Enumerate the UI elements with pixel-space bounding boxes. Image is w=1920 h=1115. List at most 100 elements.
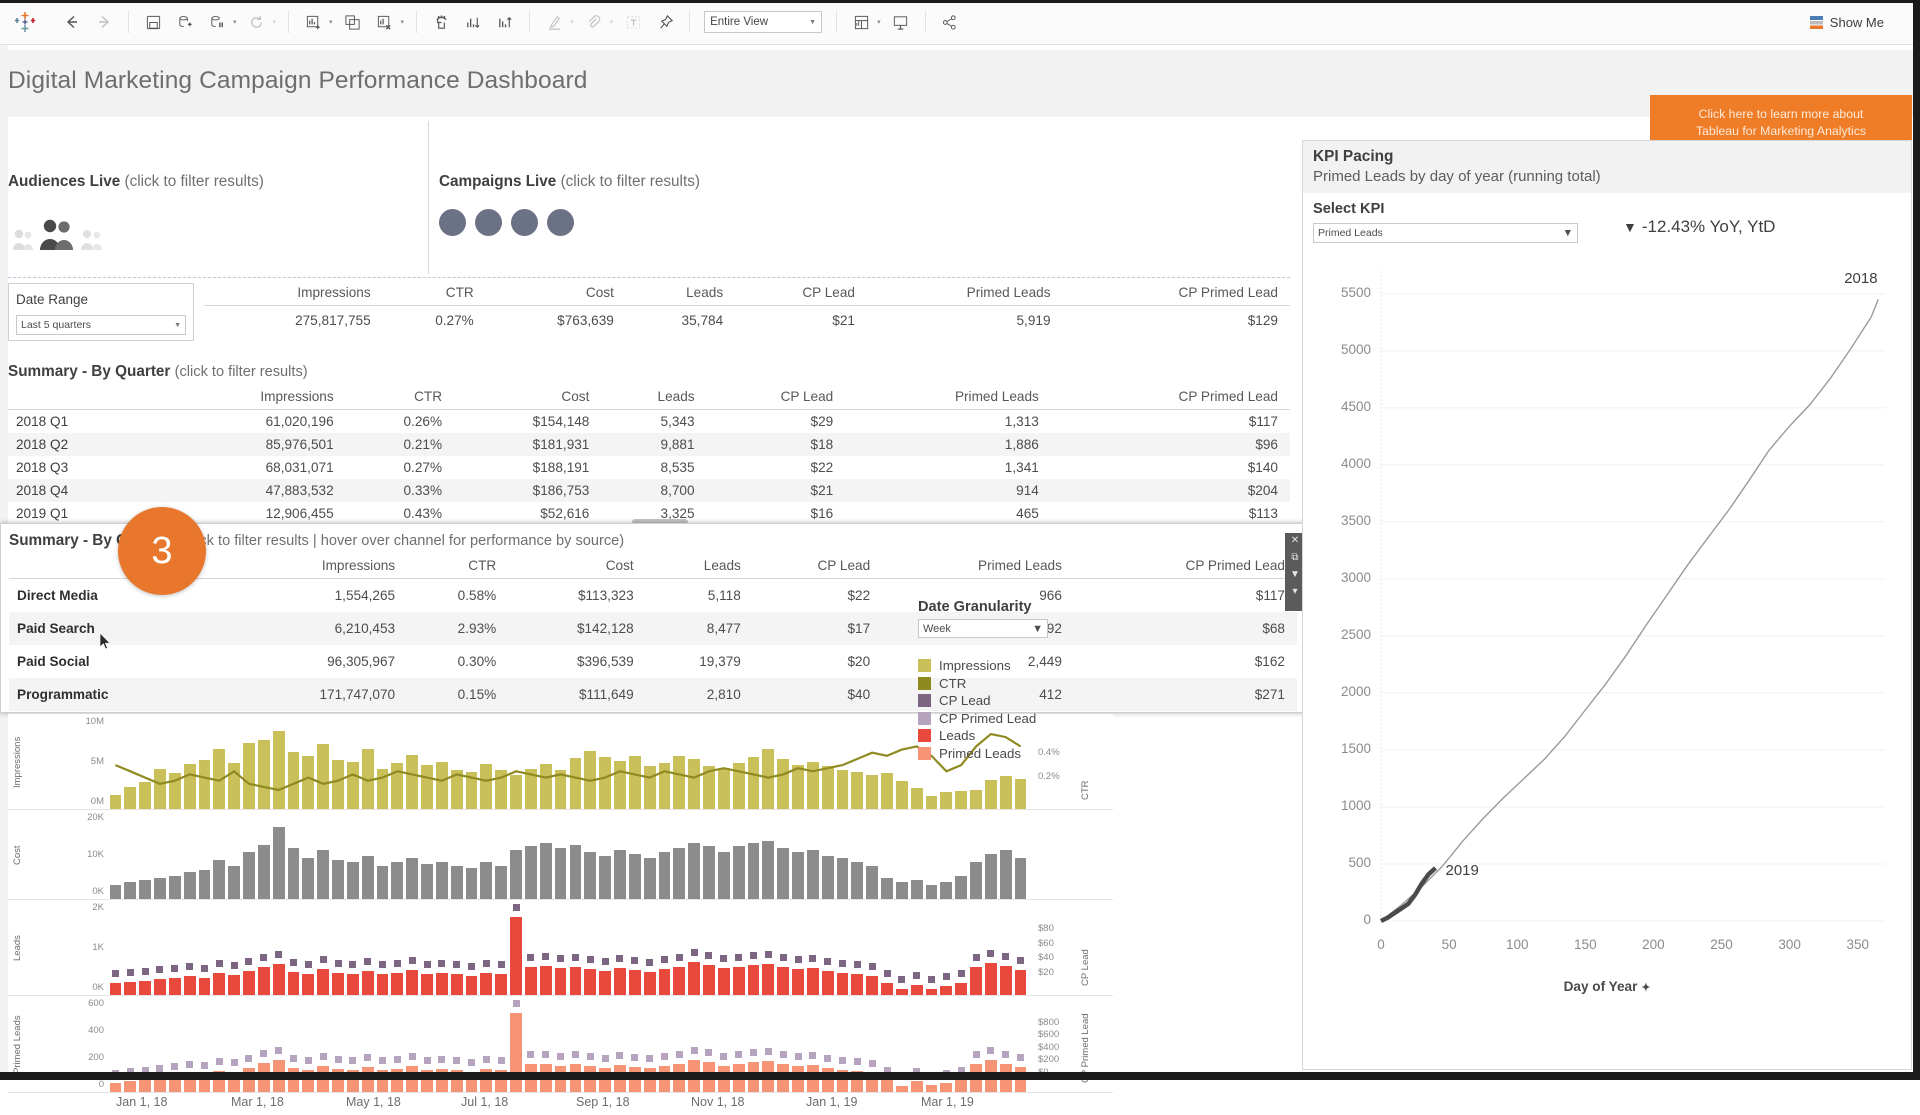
select-kpi-dropdown[interactable]: Primed Leads ▼	[1313, 223, 1578, 243]
table-row[interactable]: Direct Media 1,554,265 0.58% $113,323 5,118 $…	[9, 579, 1297, 613]
bar[interactable]	[228, 762, 241, 809]
overlay-marker[interactable]	[186, 1060, 194, 1068]
bar[interactable]	[747, 965, 760, 995]
overlay-marker[interactable]	[497, 1057, 505, 1065]
row-label[interactable]: Programmatic	[9, 678, 232, 711]
overlay-marker[interactable]	[304, 1057, 312, 1065]
bar[interactable]	[762, 749, 775, 809]
bar[interactable]	[435, 761, 448, 809]
bar[interactable]	[213, 860, 226, 899]
bar[interactable]	[999, 850, 1012, 899]
bar[interactable]	[421, 765, 433, 809]
new-worksheet-button[interactable]	[300, 9, 326, 35]
overlay-marker[interactable]	[334, 1055, 342, 1063]
overlay-marker[interactable]	[779, 953, 787, 961]
bar[interactable]	[806, 967, 819, 995]
overlay-marker[interactable]	[289, 1055, 297, 1063]
bar[interactable]	[139, 980, 151, 995]
overlay-marker[interactable]	[379, 961, 387, 969]
series-line-2019[interactable]	[1379, 866, 1438, 924]
legend-item[interactable]: CP Lead	[918, 692, 1108, 710]
bar[interactable]	[584, 852, 597, 899]
overlay-marker[interactable]	[512, 904, 520, 911]
bar[interactable]	[792, 969, 804, 995]
campaigns-live-panel[interactable]: Campaigns Live (click to filter results)	[428, 121, 1278, 274]
row-label[interactable]: 2018 Q1	[16, 414, 69, 429]
bar[interactable]	[376, 768, 389, 809]
overlay-marker[interactable]	[1002, 1050, 1010, 1058]
overlay-marker[interactable]	[749, 1049, 757, 1057]
overlay-marker[interactable]	[720, 955, 728, 963]
sort-descending-button[interactable]	[492, 9, 518, 35]
clear-sheet-button[interactable]	[372, 9, 398, 35]
overlay-marker[interactable]	[245, 1054, 253, 1062]
bar[interactable]	[109, 1082, 122, 1092]
overlay-marker[interactable]	[275, 1047, 283, 1055]
bar[interactable]	[243, 970, 255, 995]
overlay-marker[interactable]	[111, 969, 119, 977]
bar[interactable]	[940, 792, 953, 809]
overlay-marker[interactable]	[913, 971, 921, 979]
overlay-marker[interactable]	[393, 959, 401, 967]
row-label[interactable]: 2018 Q4	[8, 479, 163, 502]
overlay-marker[interactable]	[423, 961, 431, 969]
bar[interactable]	[940, 1082, 953, 1092]
overlay-marker[interactable]	[972, 953, 980, 961]
bar[interactable]	[168, 773, 181, 809]
bar[interactable]	[866, 774, 879, 809]
bar[interactable]	[673, 848, 686, 899]
row-label[interactable]: Paid Social	[17, 654, 90, 669]
overlay-marker[interactable]	[453, 961, 461, 969]
overlay-marker[interactable]	[171, 965, 179, 973]
bar[interactable]	[361, 856, 374, 899]
bar[interactable]	[539, 842, 552, 899]
bar[interactable]	[257, 739, 270, 809]
overlay-marker[interactable]	[675, 953, 683, 961]
overlay-marker[interactable]	[557, 1052, 565, 1060]
bar[interactable]	[406, 970, 419, 995]
text-label-icon[interactable]	[620, 9, 646, 35]
bar[interactable]	[124, 981, 137, 995]
duplicate-sheet-button[interactable]	[340, 9, 366, 35]
bar[interactable]	[673, 756, 686, 809]
bar[interactable]	[940, 881, 953, 899]
bar[interactable]	[124, 787, 137, 809]
bar[interactable]	[1014, 970, 1027, 995]
undo-clear-button[interactable]	[428, 9, 454, 35]
filter-icon[interactable]: ▼	[1290, 569, 1300, 580]
audiences-live-panel[interactable]: Audiences Live (click to filter results)	[8, 121, 428, 274]
overlay-marker[interactable]	[853, 1057, 861, 1065]
chevron-down-icon[interactable]: ▾	[877, 19, 881, 26]
campaign-dot[interactable]	[439, 209, 466, 236]
overlay-marker[interactable]	[289, 958, 297, 966]
bar[interactable]	[569, 844, 582, 899]
table-row[interactable]: 2018 Q1 61,020,196 0.26% $154,148 5,343 $29 1,…	[8, 410, 1290, 434]
bar[interactable]	[510, 774, 522, 809]
bar[interactable]	[539, 764, 552, 809]
bar[interactable]	[895, 780, 908, 809]
row-label[interactable]: Paid Search	[9, 612, 232, 645]
overlay-marker[interactable]	[349, 961, 357, 969]
bar[interactable]	[673, 966, 686, 995]
sort-ascending-button[interactable]	[460, 9, 486, 35]
overlay-marker[interactable]	[423, 1057, 431, 1065]
bar[interactable]	[480, 862, 493, 899]
series-line-2018[interactable]	[1380, 299, 1879, 922]
bar[interactable]	[866, 975, 879, 995]
bar[interactable]	[450, 865, 463, 899]
audiences-figure-row[interactable]	[12, 217, 104, 251]
bar[interactable]	[599, 970, 611, 995]
overlay-marker[interactable]	[527, 1051, 535, 1059]
overlay-marker[interactable]	[853, 961, 861, 969]
bar[interactable]	[287, 971, 300, 995]
bar[interactable]	[881, 877, 893, 899]
bar[interactable]	[391, 972, 404, 995]
bar[interactable]	[243, 743, 255, 809]
overlay-marker[interactable]	[631, 1053, 639, 1061]
overlay-marker[interactable]	[868, 962, 876, 970]
table-row[interactable]: Paid Social 96,305,967 0.30% $396,539 19,379…	[9, 645, 1297, 678]
bar[interactable]	[999, 775, 1012, 809]
bar[interactable]	[302, 755, 315, 809]
overlay-marker[interactable]	[497, 961, 505, 969]
overlay-marker[interactable]	[631, 957, 639, 965]
